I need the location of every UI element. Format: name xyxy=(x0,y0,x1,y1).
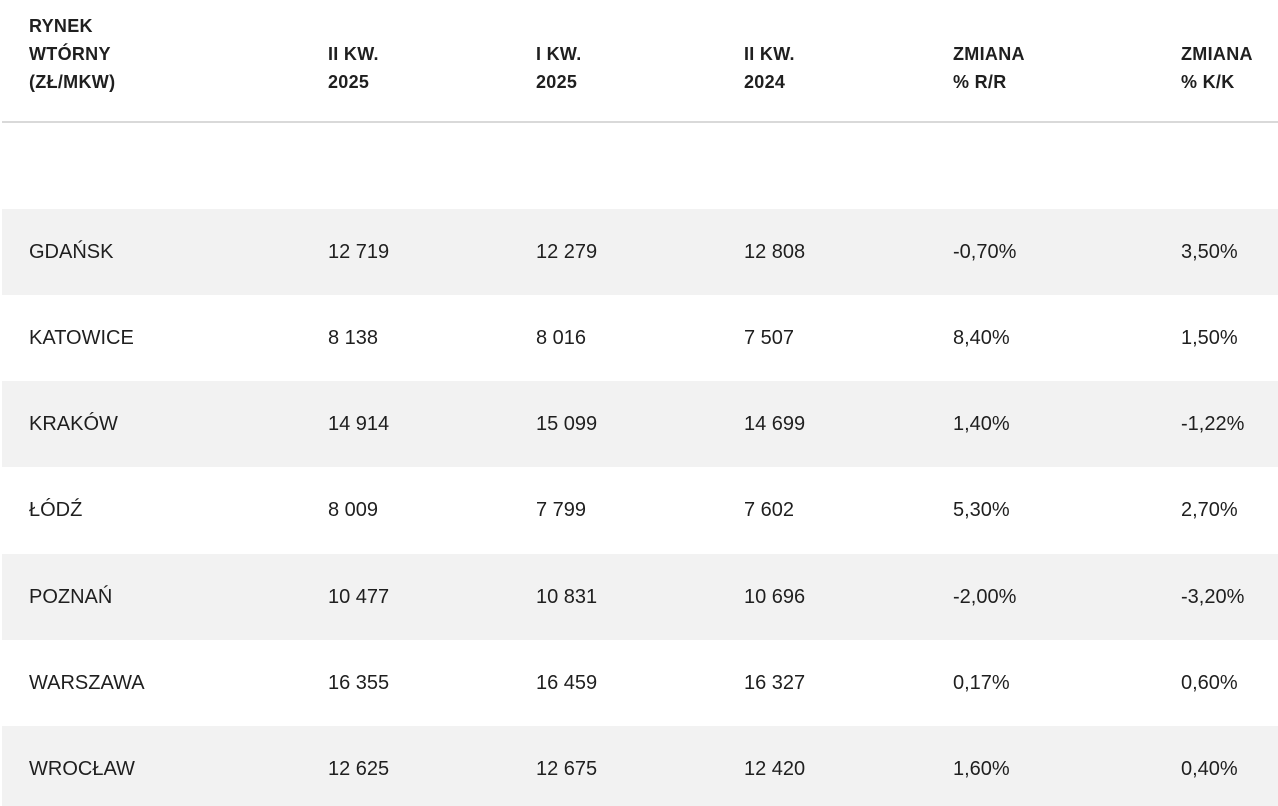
value-cell: 12 625 xyxy=(328,758,390,780)
city-cell: WROCŁAW xyxy=(29,758,135,780)
value-cell: 12 675 xyxy=(536,758,598,780)
table-row: KATOWICE 8 138 8 016 7 507 8,40% 1,50% xyxy=(2,295,1278,381)
value-cell: 12 420 xyxy=(744,758,806,780)
value-cell: 10 831 xyxy=(536,586,598,608)
change-cell: 8,40% xyxy=(953,327,1010,349)
header-q2-2024: II KW. 2024 xyxy=(744,44,795,92)
value-cell: 8 009 xyxy=(328,499,379,521)
header-q1-2025: I KW. 2025 xyxy=(536,44,582,92)
value-cell: 14 699 xyxy=(744,413,806,435)
change-cell: 0,60% xyxy=(1181,672,1238,694)
change-cell: 1,40% xyxy=(953,413,1010,435)
header-q2-2025: II KW. 2025 xyxy=(328,44,379,92)
table-row: KRAKÓW 14 914 15 099 14 699 1,40% -1,22% xyxy=(2,381,1278,467)
city-cell: KATOWICE xyxy=(29,327,134,349)
city-cell: ŁÓDŹ xyxy=(29,499,83,521)
change-cell: -1,22% xyxy=(1181,413,1245,435)
city-cell: GDAŃSK xyxy=(29,241,114,263)
value-cell: 16 459 xyxy=(536,672,598,694)
change-cell: 0,17% xyxy=(953,672,1010,694)
change-cell: -0,70% xyxy=(953,241,1017,263)
value-cell: 10 696 xyxy=(744,586,806,608)
change-cell: 0,40% xyxy=(1181,758,1238,780)
header-market: RYNEK WTÓRNY (ZŁ/MKW) xyxy=(29,16,116,92)
value-cell: 7 799 xyxy=(536,499,587,521)
change-cell: -2,00% xyxy=(953,586,1017,608)
header-change-qoq: ZMIANA % K/K xyxy=(1181,44,1253,92)
value-cell: 16 355 xyxy=(328,672,390,694)
change-cell: -3,20% xyxy=(1181,586,1245,608)
city-cell: KRAKÓW xyxy=(29,413,118,435)
table-header: RYNEK WTÓRNY (ZŁ/MKW) II KW. 2025 I KW. … xyxy=(2,0,1278,123)
city-cell: POZNAŃ xyxy=(29,586,113,608)
table-row: GDAŃSK 12 719 12 279 12 808 -0,70% 3,50% xyxy=(2,209,1278,295)
header-change-yoy: ZMIANA % R/R xyxy=(953,44,1025,92)
value-cell: 7 507 xyxy=(744,327,795,349)
value-cell: 10 477 xyxy=(328,586,390,608)
change-cell: 1,60% xyxy=(953,758,1010,780)
value-cell: 8 016 xyxy=(536,327,587,349)
value-cell: 8 138 xyxy=(328,327,379,349)
value-cell: 7 602 xyxy=(744,499,795,521)
change-cell: 2,70% xyxy=(1181,499,1238,521)
change-cell: 5,30% xyxy=(953,499,1010,521)
value-cell: 16 327 xyxy=(744,672,806,694)
value-cell: 12 808 xyxy=(744,241,806,263)
value-cell: 12 719 xyxy=(328,241,390,263)
value-cell: 14 914 xyxy=(328,413,390,435)
change-cell: 1,50% xyxy=(1181,327,1238,349)
value-cell: 15 099 xyxy=(536,413,598,435)
table-row: WARSZAWA 16 355 16 459 16 327 0,17% 0,60… xyxy=(2,640,1278,726)
city-cell: WARSZAWA xyxy=(29,672,145,694)
change-cell: 3,50% xyxy=(1181,241,1238,263)
table-row: WROCŁAW 12 625 12 675 12 420 1,60% 0,40% xyxy=(2,726,1278,806)
table-row: ŁÓDŹ 8 009 7 799 7 602 5,30% 2,70% xyxy=(2,467,1278,553)
table-row: POZNAŃ 10 477 10 831 10 696 -2,00% -3,20… xyxy=(2,554,1278,640)
value-cell: 12 279 xyxy=(536,241,598,263)
